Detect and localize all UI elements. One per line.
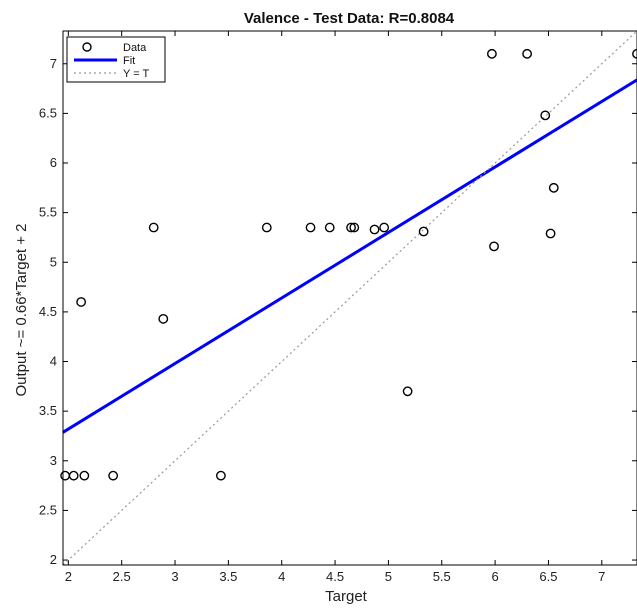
data-point	[68, 470, 79, 481]
x-tick-label: 4	[278, 569, 285, 584]
data-point	[148, 222, 159, 233]
data-point	[540, 110, 551, 121]
y-tick-label: 5	[50, 254, 57, 269]
x-tick-label: 2	[65, 569, 72, 584]
data-point	[489, 241, 499, 252]
data-point	[486, 48, 497, 59]
y-tick-label: 6	[50, 155, 57, 170]
data-point	[369, 224, 380, 235]
data-point	[548, 182, 559, 193]
fit-line	[62, 78, 637, 434]
data-point	[545, 228, 556, 239]
legend-data-label: Data	[123, 42, 147, 54]
x-tick-label: 3.5	[219, 569, 237, 584]
y-tick-label: 3.5	[39, 403, 57, 418]
data-point	[108, 470, 119, 481]
lines-layer	[62, 30, 637, 566]
data-point	[324, 222, 335, 233]
data-point	[261, 222, 272, 233]
ticks-layer: 2 2.5 3 3.5 4 4.5 5 5.5 6 6.5 7 2 2.5 3 3.5 4 4.5 5 5.5 6 6.…	[39, 31, 637, 584]
x-axis-label: Target	[325, 588, 368, 605]
data-point	[305, 222, 316, 233]
legend: Data Fit Y = T	[66, 36, 166, 83]
legend-data-marker	[82, 42, 92, 52]
data-point	[349, 222, 360, 233]
data-point	[346, 222, 356, 233]
y-tick-label: 3	[50, 453, 57, 468]
x-tick-label: 6.5	[539, 569, 557, 584]
x-tick-label: 4.5	[326, 569, 344, 584]
y-tick-label: 5.5	[39, 205, 57, 220]
x-tick-label: 3	[171, 569, 178, 584]
legend-yt-label: Y = T	[123, 68, 149, 80]
plot-frame	[62, 30, 637, 566]
data-point	[418, 226, 429, 237]
data-point	[76, 297, 87, 307]
y-tick-label: 6.5	[39, 105, 57, 120]
y-tick-label: 4.5	[39, 304, 57, 319]
x-tick-label: 2.5	[113, 569, 131, 584]
y-tick-label: 2	[50, 552, 57, 567]
x-tick-label: 7	[598, 569, 605, 584]
y-axis-label: Output ~= 0.66*Target + 2	[13, 223, 30, 396]
data-point	[216, 470, 226, 481]
y-tick-label: 7	[50, 56, 57, 71]
x-tick-label: 5.5	[433, 569, 451, 584]
data-point	[379, 222, 390, 233]
data-point	[79, 470, 90, 481]
x-tick-label: 6	[491, 569, 498, 584]
y-tick-label: 2.5	[39, 502, 57, 517]
data-point	[522, 48, 533, 59]
y-tick-label: 4	[50, 354, 57, 369]
data-point	[402, 386, 413, 397]
x-tick-label: 5	[385, 569, 392, 584]
chart-title: Valence - Test Data: R=0.8084	[244, 10, 455, 27]
identity-line	[62, 30, 637, 566]
data-point	[158, 313, 169, 324]
legend-fit-label: Fit	[123, 55, 135, 67]
